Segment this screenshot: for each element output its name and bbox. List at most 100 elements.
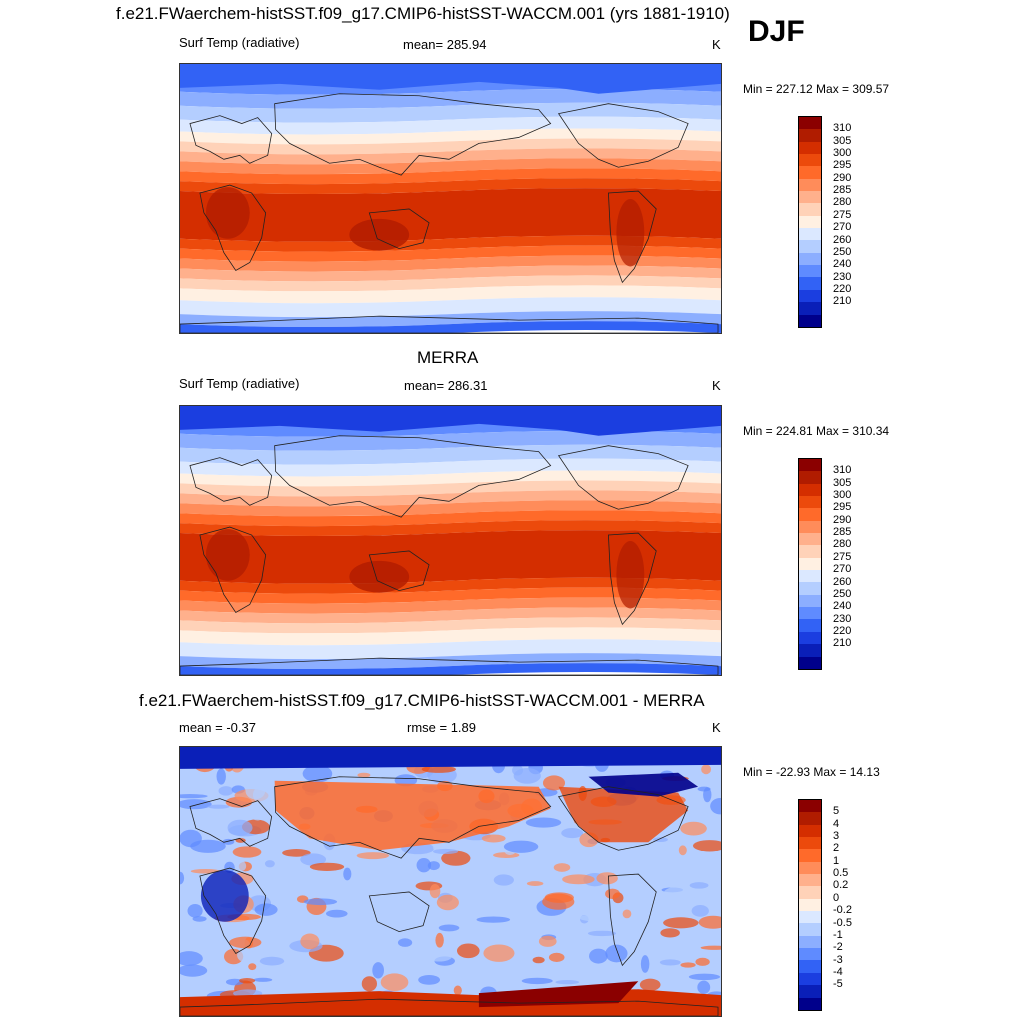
colorbar-swatch	[799, 471, 821, 484]
colorbar-label: 290	[833, 513, 852, 526]
north-america-warm-bias	[558, 786, 689, 843]
colorbar-label: -5	[833, 978, 843, 991]
arctic-region	[180, 747, 721, 769]
diff-blob	[692, 840, 721, 852]
colorbar-label: -1	[833, 928, 843, 941]
diff-blob	[481, 834, 506, 843]
coastline	[274, 776, 552, 859]
diff-blob	[605, 944, 628, 963]
antarctic-strong-warm-bias	[478, 981, 639, 1008]
diff-blob	[248, 963, 257, 971]
diff-blob	[251, 921, 275, 933]
diff-blob	[542, 775, 566, 791]
colorbar-label: 0	[833, 891, 840, 904]
temperature-band	[180, 639, 721, 660]
colorbar-swatch	[799, 923, 821, 936]
diff-blob	[259, 784, 274, 791]
panel2-minmax: Min = 224.81 Max = 310.34	[743, 424, 890, 438]
colorbar-swatch	[799, 520, 821, 534]
diff-blob	[207, 804, 230, 809]
colorbar-label: 305	[833, 134, 852, 147]
diff-blob	[237, 948, 255, 963]
diff-blob	[253, 977, 273, 982]
diff-blob	[555, 980, 580, 985]
diff-blob	[365, 941, 395, 948]
panel1-minmax: Min = 227.12 Max = 309.57	[743, 82, 890, 96]
diff-blob	[653, 837, 668, 843]
panel3-map	[179, 746, 722, 1017]
colorbar-swatch	[799, 607, 821, 620]
colorbar-label: 275	[833, 550, 852, 563]
diff-blob	[579, 914, 615, 922]
diff-blob	[438, 924, 460, 932]
diff-blob	[432, 848, 459, 855]
diff-blob	[276, 914, 289, 929]
colorbar-label: 250	[833, 245, 852, 258]
diff-blob	[435, 932, 444, 948]
diff-blob	[538, 935, 557, 947]
colorbar-label: 270	[833, 221, 852, 234]
diff-blob	[456, 943, 480, 959]
colorbar-swatch	[799, 289, 821, 303]
diff-blob	[663, 917, 699, 929]
colorbar-label: 4	[833, 817, 840, 830]
temperature-band	[180, 444, 721, 465]
panel2-units: K	[712, 378, 721, 393]
diff-blob	[660, 928, 680, 938]
season-label: DJF	[748, 15, 805, 48]
diff-blob	[558, 916, 577, 922]
diff-blob	[218, 786, 234, 796]
colorbar-swatch	[799, 656, 821, 669]
colorbar-swatch	[799, 154, 821, 167]
colorbar-swatch	[799, 997, 821, 1010]
colorbar-swatch	[799, 545, 821, 558]
colorbar-label: 295	[833, 501, 852, 514]
colorbar-label: 230	[833, 612, 852, 625]
diff-blob	[180, 829, 202, 848]
temperature-band	[180, 321, 721, 333]
colorbar-swatch	[799, 483, 821, 497]
colorbar-label: 240	[833, 600, 852, 613]
diff-blob	[478, 869, 488, 887]
panel3-mean: mean = -0.37	[179, 720, 256, 735]
colorbar-label: 0.5	[833, 867, 849, 880]
diff-blob	[357, 772, 371, 778]
diff-blob	[187, 904, 203, 918]
diff-blob	[380, 973, 409, 991]
coastline	[607, 190, 657, 284]
colorbar-swatch	[799, 203, 821, 216]
africa-hotspot	[205, 187, 250, 239]
colorbar-swatch	[799, 800, 821, 813]
temperature-band	[180, 128, 721, 145]
temperature-band	[180, 311, 721, 328]
temperature-band	[180, 235, 721, 252]
colorbar-label: 305	[833, 476, 852, 489]
colorbar-swatch	[799, 911, 821, 924]
colorbar-swatch	[799, 141, 821, 155]
colorbar-swatch	[799, 459, 821, 472]
diff-blob	[663, 886, 698, 901]
colorbar-label: 220	[833, 624, 852, 637]
temperature-band	[180, 275, 721, 292]
diff-blob	[239, 977, 256, 984]
temperature-band	[180, 255, 721, 272]
arctic-region	[180, 64, 721, 94]
diff-blob	[356, 852, 390, 860]
arctic-region	[180, 406, 721, 436]
colorbar-swatch	[799, 240, 821, 253]
temperature-band	[180, 480, 721, 497]
panel1-units: K	[712, 37, 721, 52]
coastline	[557, 786, 689, 851]
eurasia-warm-bias	[274, 780, 551, 851]
coastline	[180, 998, 719, 1016]
temperature-band	[180, 138, 721, 155]
colorbar-swatch	[799, 129, 821, 142]
diff-blob	[548, 952, 565, 963]
diff-blob	[357, 915, 387, 933]
panel1-map-svg	[180, 64, 721, 333]
colorbar-label: 1	[833, 854, 840, 867]
temperature-band	[180, 490, 721, 507]
panel2-title: MERRA	[417, 348, 479, 367]
panel3-units: K	[712, 720, 721, 735]
diff-blob	[503, 840, 539, 853]
